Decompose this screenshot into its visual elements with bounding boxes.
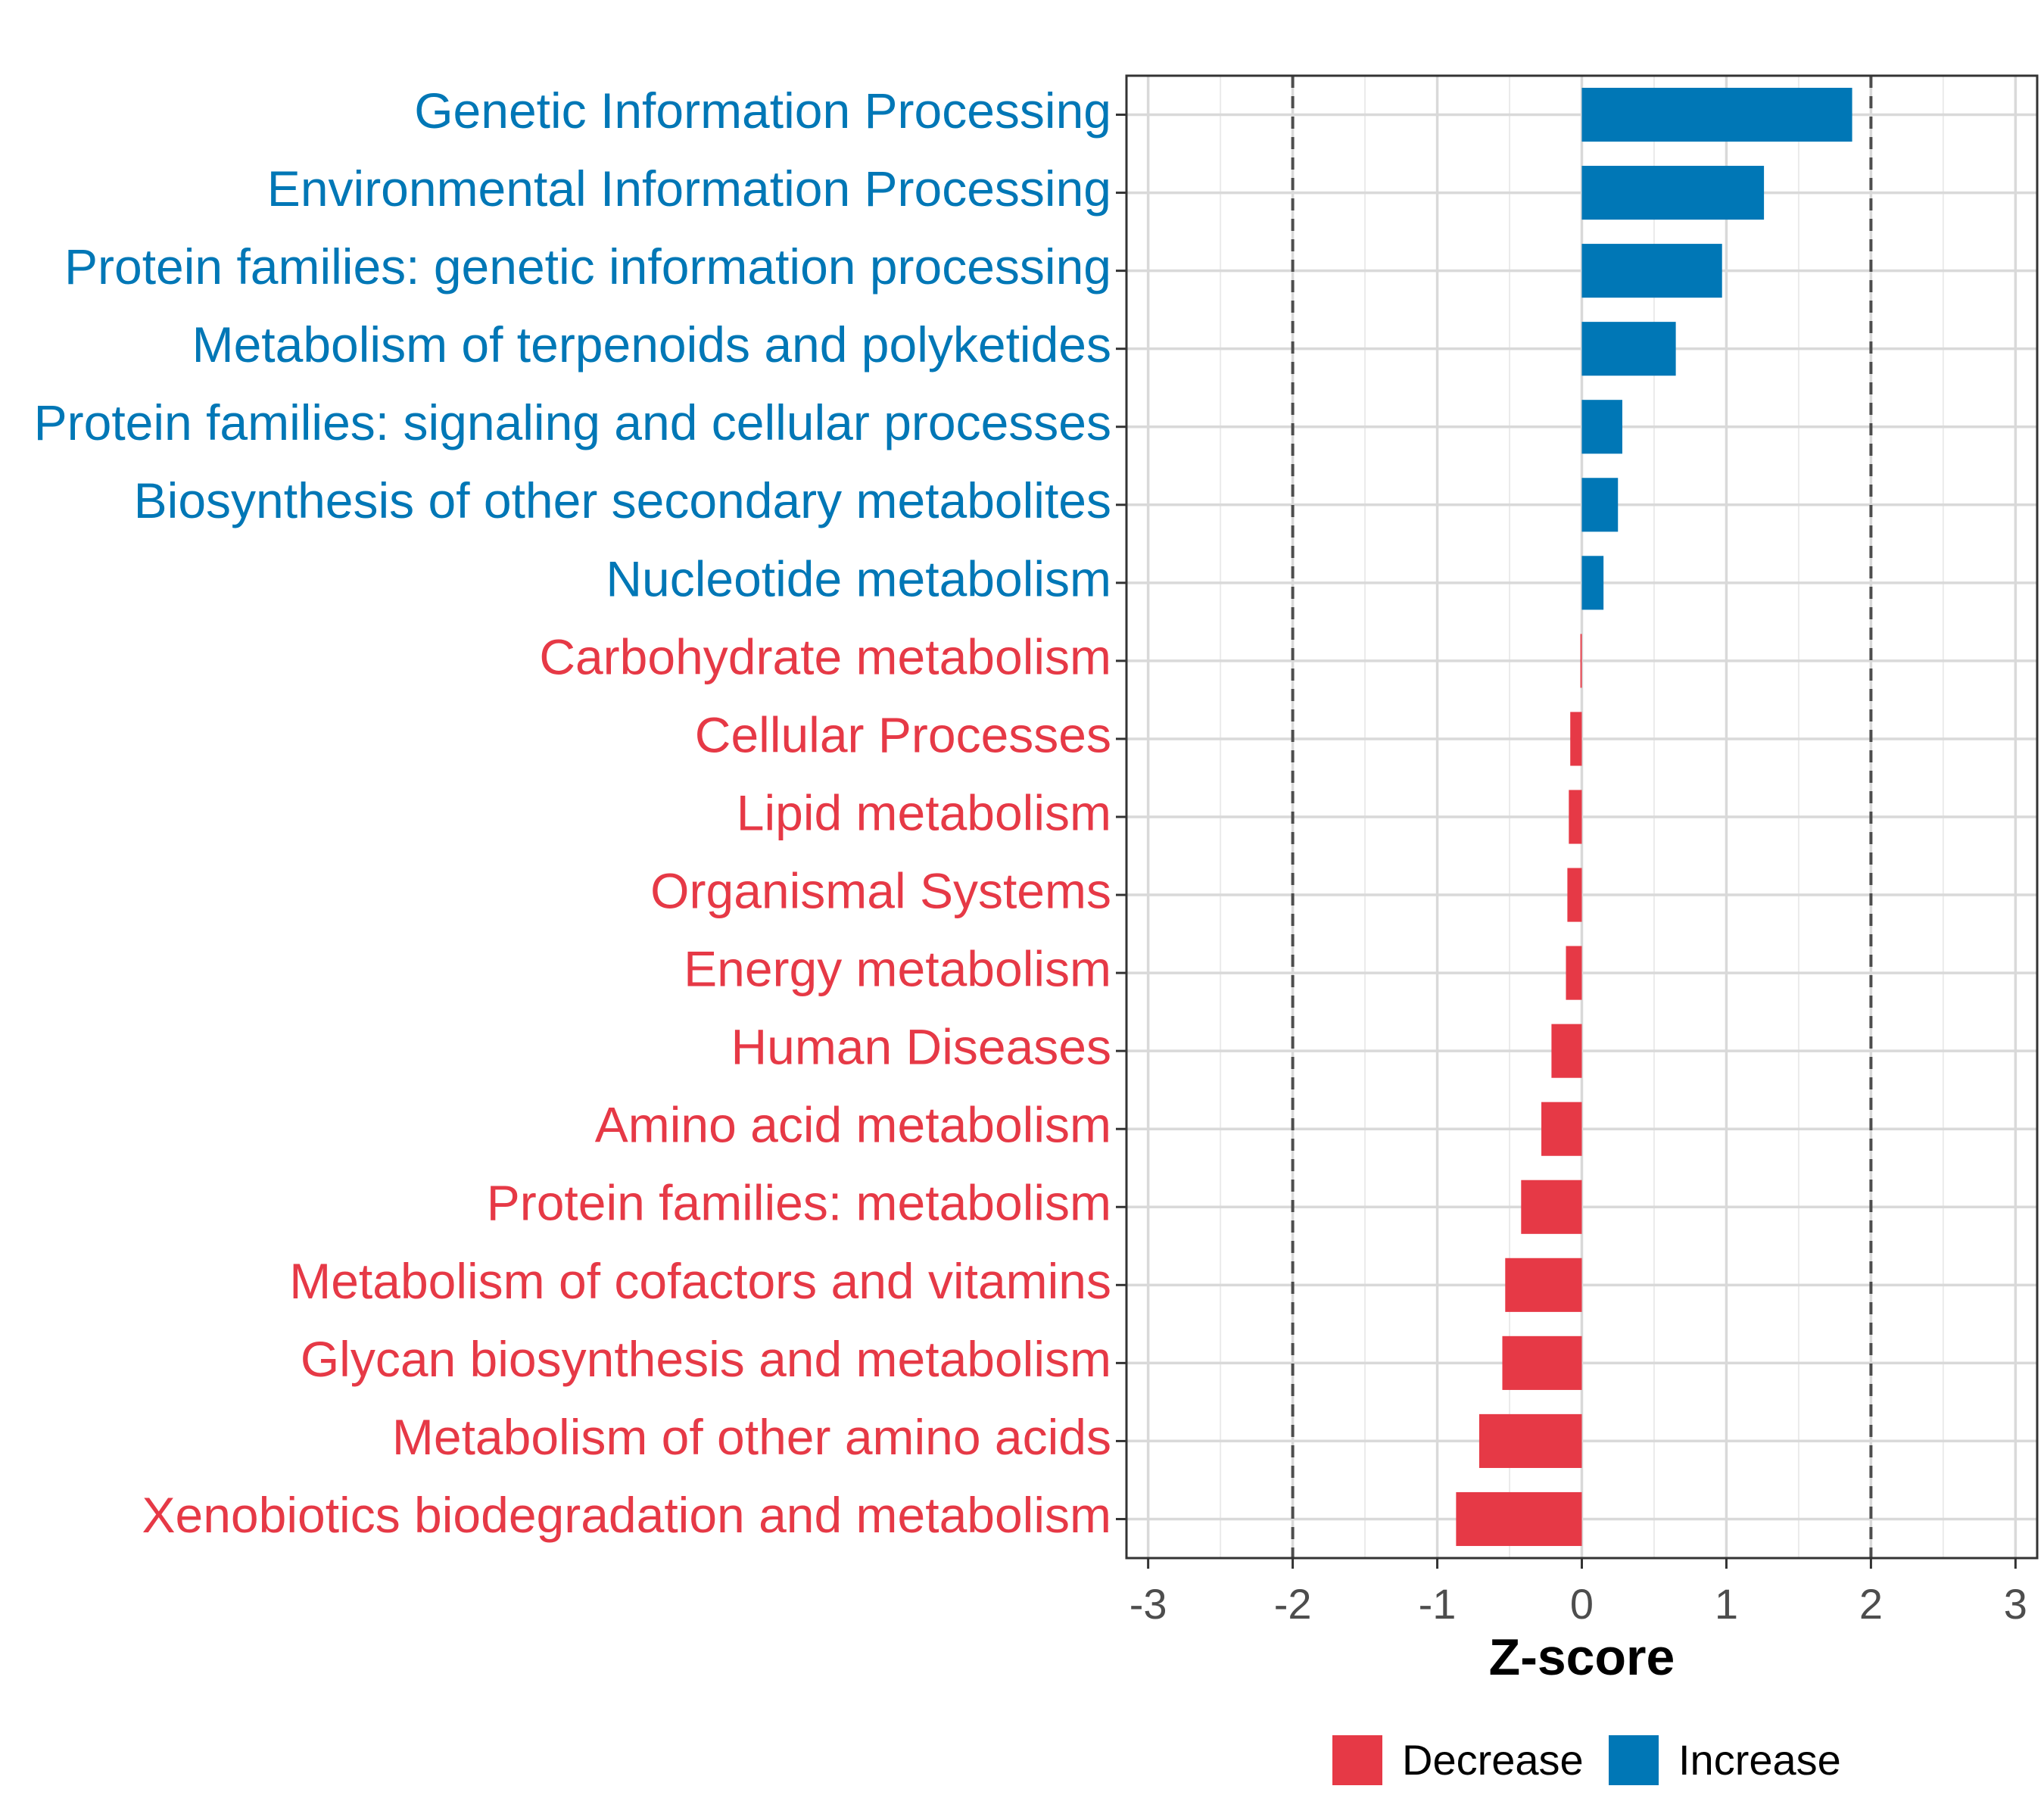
x-tick-label: 2 (1859, 1580, 1883, 1628)
bar (1505, 1258, 1582, 1312)
category-label: Genetic Information Processing (414, 83, 1111, 139)
x-tick-label: 0 (1570, 1580, 1594, 1628)
legend-swatch (1332, 1735, 1382, 1785)
y-axis-ticks (1116, 114, 1126, 1520)
category-label: Human Diseases (731, 1019, 1111, 1075)
category-label: Lipid metabolism (737, 784, 1111, 840)
bar (1581, 244, 1722, 298)
x-tick-label: -2 (1274, 1580, 1312, 1628)
bar (1478, 1413, 1582, 1468)
x-axis-ticks: -3 -2 -1 0 1 2 3 (1129, 1558, 2027, 1628)
category-label: Environmental Information Processing (267, 161, 1111, 217)
category-label: Nucleotide metabolism (606, 550, 1111, 606)
category-label: Protein families: signaling and cellular… (34, 394, 1111, 450)
category-label: Amino acid metabolism (595, 1097, 1111, 1153)
category-label: Glycan biosynthesis and metabolism (301, 1331, 1111, 1387)
bar (1581, 322, 1676, 376)
category-label: Xenobiotics biodegradation and metabolis… (142, 1487, 1112, 1543)
category-label: Cellular Processes (695, 706, 1111, 762)
category-label: Protein families: genetic information pr… (64, 238, 1111, 295)
x-tick-label: -1 (1419, 1580, 1457, 1628)
legend-label: Decrease (1402, 1736, 1584, 1784)
legend-swatch (1609, 1735, 1659, 1785)
category-labels: Genetic Information Processing Environmen… (34, 83, 1111, 1543)
bar (1581, 478, 1619, 532)
bar (1570, 712, 1582, 766)
x-tick-label: 1 (1715, 1580, 1738, 1628)
category-label: Biosynthesis of other secondary metaboli… (134, 472, 1111, 528)
bar (1502, 1335, 1582, 1390)
bar (1456, 1491, 1582, 1547)
legend-label: Increase (1678, 1736, 1841, 1784)
category-label: Carbohydrate metabolism (539, 628, 1111, 684)
category-label: Energy metabolism (684, 941, 1111, 997)
category-label: Metabolism of terpenoids and polyketides (192, 316, 1111, 372)
bar (1569, 790, 1582, 844)
bar (1580, 634, 1582, 688)
x-tick-label: 3 (2004, 1580, 2027, 1628)
bar (1581, 87, 1852, 142)
legend: Decrease Increase (1332, 1735, 1841, 1785)
bar (1541, 1102, 1582, 1156)
category-label: Metabolism of other amino acids (392, 1409, 1111, 1465)
bars (1456, 87, 1852, 1547)
bar (1581, 556, 1604, 610)
bar (1581, 400, 1622, 454)
x-tick-label: -3 (1129, 1580, 1167, 1628)
reference-lines (1291, 76, 1873, 1558)
bar (1521, 1180, 1582, 1234)
category-label: Organismal Systems (650, 862, 1111, 918)
bar (1566, 946, 1582, 1000)
category-label: Protein families: metabolism (487, 1175, 1111, 1231)
bar (1551, 1024, 1582, 1078)
bar (1581, 166, 1765, 220)
bar (1567, 868, 1582, 922)
x-axis-title: Z-score (1489, 1628, 1675, 1686)
category-label: Metabolism of cofactors and vitamins (289, 1253, 1111, 1309)
